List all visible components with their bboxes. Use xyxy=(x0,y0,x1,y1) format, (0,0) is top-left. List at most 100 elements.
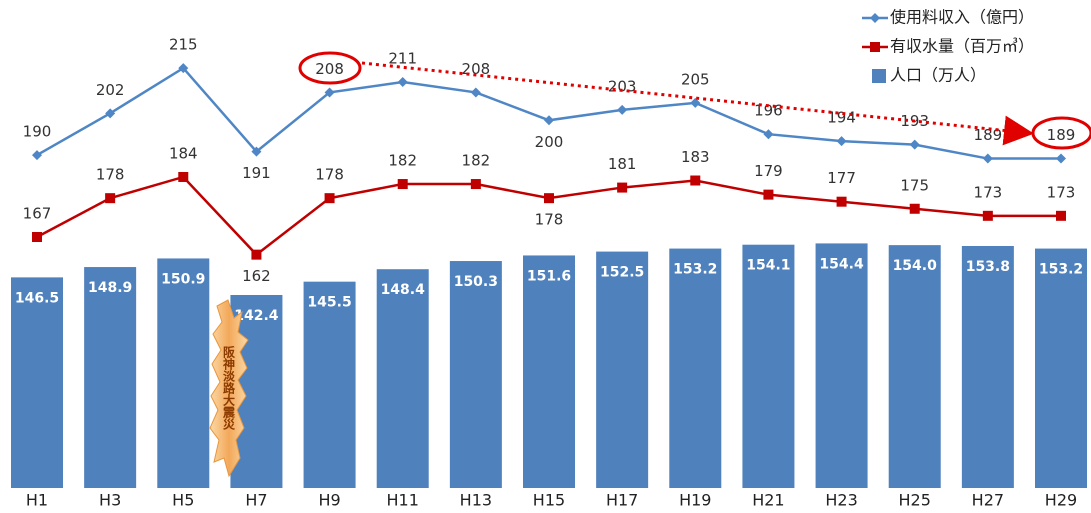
point xyxy=(837,197,847,207)
x-tick-label: H1 xyxy=(26,491,48,510)
point xyxy=(763,129,773,139)
x-tick-label: H17 xyxy=(606,491,638,510)
point xyxy=(617,183,627,193)
bar xyxy=(816,243,868,488)
point-label: 191 xyxy=(242,164,271,182)
point xyxy=(1056,154,1066,164)
point-label: 190 xyxy=(23,123,52,141)
point-label: 181 xyxy=(608,155,637,173)
bar xyxy=(84,267,136,488)
point xyxy=(617,105,627,115)
point xyxy=(32,232,42,242)
point-label: 202 xyxy=(96,81,125,99)
point-label: 178 xyxy=(535,211,564,229)
point xyxy=(983,211,993,221)
point xyxy=(471,179,481,189)
point xyxy=(544,115,554,125)
point-label: 178 xyxy=(96,166,125,184)
bar-value-label: 154.0 xyxy=(893,258,938,274)
legend-label: 人口（万人） xyxy=(890,66,986,85)
point xyxy=(910,204,920,214)
bar-value-label: 151.6 xyxy=(527,268,571,284)
bar-value-label: 153.8 xyxy=(966,259,1010,275)
legend-swatch xyxy=(870,13,880,23)
point-label: 175 xyxy=(900,176,929,194)
point-label: 189 xyxy=(1047,126,1076,144)
bar xyxy=(962,246,1014,488)
point-label: 205 xyxy=(681,70,710,88)
bar-value-label: 145.5 xyxy=(307,295,351,311)
legend-swatch xyxy=(870,42,880,52)
bar-value-label: 148.4 xyxy=(381,282,426,298)
chart: 146.5148.9150.9142.4145.5148.4150.3151.6… xyxy=(0,0,1091,513)
x-tick-label: H9 xyxy=(318,491,340,510)
bar xyxy=(742,245,794,488)
bar-value-label: 154.4 xyxy=(819,256,864,272)
x-tick-label: H3 xyxy=(99,491,121,510)
x-tick-label: H19 xyxy=(679,491,711,510)
bar xyxy=(523,255,575,488)
x-tick-label: H23 xyxy=(825,491,857,510)
point-label: 194 xyxy=(827,109,856,127)
point-label: 178 xyxy=(315,166,344,184)
bar xyxy=(669,249,721,488)
bar-value-label: 152.5 xyxy=(600,265,644,281)
point-label: 179 xyxy=(754,162,783,180)
bar xyxy=(377,269,429,488)
x-tick-label: H5 xyxy=(172,491,194,510)
point xyxy=(763,190,773,200)
x-tick-label: H7 xyxy=(245,491,267,510)
point xyxy=(471,87,481,97)
x-tick-label: H21 xyxy=(752,491,784,510)
legend-label: 有収水量（百万㎥） xyxy=(890,37,1034,56)
point-label: 183 xyxy=(681,148,710,166)
x-tick-label: H15 xyxy=(533,491,565,510)
point-label: 203 xyxy=(608,77,637,95)
legend-swatch xyxy=(872,69,886,83)
point xyxy=(178,172,188,182)
point xyxy=(398,77,408,87)
point-label: 182 xyxy=(462,152,491,170)
point-label: 182 xyxy=(388,152,417,170)
bar xyxy=(157,258,209,488)
x-tick-label: H27 xyxy=(972,491,1004,510)
point-label: 184 xyxy=(169,144,198,162)
bar xyxy=(596,252,648,488)
bar-value-label: 153.2 xyxy=(673,262,717,278)
point-label: 215 xyxy=(169,36,198,54)
x-tick-label: H11 xyxy=(387,491,419,510)
point xyxy=(325,193,335,203)
bar xyxy=(1035,249,1087,488)
bar xyxy=(889,245,941,488)
point xyxy=(910,140,920,150)
point xyxy=(983,154,993,164)
point-label: 162 xyxy=(242,267,271,285)
point-label: 167 xyxy=(23,204,52,222)
x-tick-label: H25 xyxy=(899,491,931,510)
point xyxy=(398,179,408,189)
point xyxy=(32,150,42,160)
point-label: 173 xyxy=(1047,183,1076,201)
point xyxy=(1056,211,1066,221)
point-label: 173 xyxy=(974,183,1003,201)
bar-value-label: 146.5 xyxy=(15,290,59,306)
point-label: 200 xyxy=(535,133,564,151)
bar-value-label: 153.2 xyxy=(1039,262,1083,278)
bar-value-label: 154.1 xyxy=(746,258,790,274)
point xyxy=(251,250,261,260)
bar xyxy=(11,277,63,488)
point-label: 177 xyxy=(827,169,856,187)
bar-value-label: 148.9 xyxy=(88,280,132,296)
bar-value-label: 150.3 xyxy=(454,274,498,290)
point xyxy=(837,136,847,146)
legend-label: 使用料収入（億円） xyxy=(890,8,1034,27)
point xyxy=(690,176,700,186)
point-label: 208 xyxy=(315,60,344,78)
quake-label: 阪神淡路大震災 xyxy=(222,346,236,431)
point xyxy=(105,193,115,203)
bar xyxy=(304,282,356,488)
point xyxy=(544,193,554,203)
bar-value-label: 150.9 xyxy=(161,271,205,287)
bar xyxy=(450,261,502,488)
x-tick-label: H13 xyxy=(460,491,492,510)
